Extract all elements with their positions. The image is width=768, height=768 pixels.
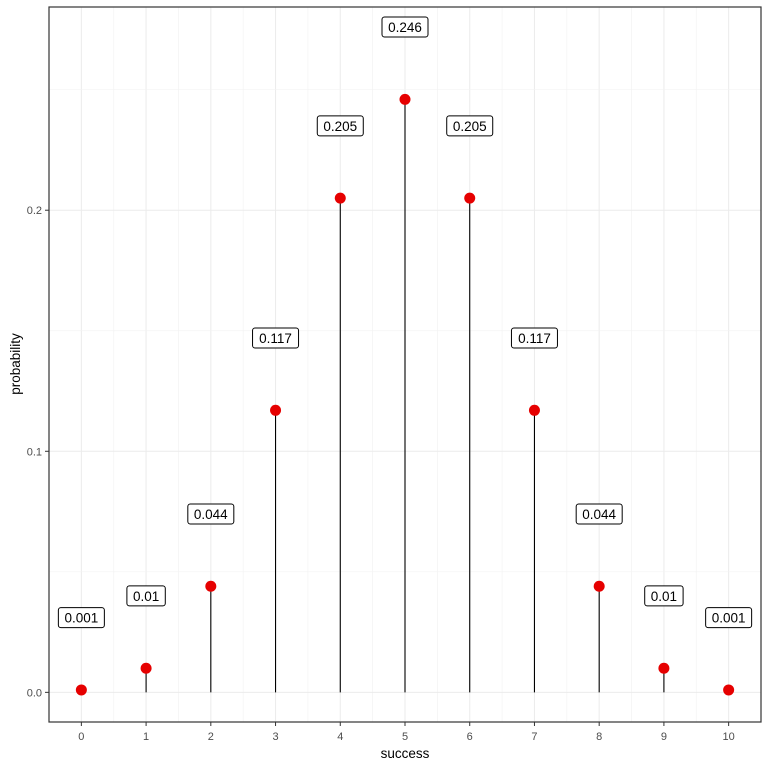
data-point — [399, 93, 411, 105]
svg-text:0.01: 0.01 — [133, 589, 159, 604]
data-point — [723, 684, 735, 696]
svg-text:0.044: 0.044 — [582, 507, 616, 522]
x-tick-label: 2 — [208, 731, 214, 743]
x-tick-label: 0 — [78, 731, 84, 743]
x-tick-label: 8 — [596, 731, 602, 743]
value-label: 0.001 — [57, 607, 105, 629]
value-label: 0.044 — [575, 503, 623, 525]
x-tick-label: 3 — [272, 731, 278, 743]
x-axis: 0 1 2 3 4 5 6 7 8 9 10 — [78, 722, 735, 743]
value-label: 0.01 — [126, 585, 166, 607]
svg-text:0.117: 0.117 — [518, 331, 551, 346]
x-tick-label: 4 — [337, 731, 343, 743]
value-label: 0.205 — [446, 115, 494, 137]
data-point — [270, 404, 282, 416]
data-point — [140, 662, 152, 674]
x-tick-label: 6 — [467, 731, 473, 743]
svg-text:0.246: 0.246 — [388, 20, 422, 35]
value-label: 0.044 — [187, 503, 235, 525]
svg-text:0.001: 0.001 — [712, 611, 746, 626]
y-axis: 0.0 0.1 0.2 — [27, 205, 49, 699]
value-labels: 0.001 0.01 0.044 0.117 0.205 0.246 0.205 0.117 0… — [57, 16, 753, 629]
data-point — [658, 662, 670, 674]
svg-text:0.205: 0.205 — [453, 119, 487, 134]
value-label: 0.205 — [316, 115, 364, 137]
svg-text:0.01: 0.01 — [651, 589, 677, 604]
value-label: 0.246 — [381, 16, 429, 38]
data-point — [528, 404, 540, 416]
data-points — [75, 93, 735, 696]
x-tick-label: 1 — [143, 731, 149, 743]
y-axis-title: probability — [8, 333, 23, 395]
y-tick-label: 0.1 — [27, 446, 42, 458]
svg-text:0.001: 0.001 — [64, 611, 98, 626]
stems — [80, 99, 730, 693]
x-tick-label: 9 — [661, 731, 667, 743]
value-label: 0.001 — [705, 607, 753, 629]
data-point — [205, 580, 217, 592]
svg-text:0.205: 0.205 — [323, 119, 357, 134]
x-tick-label: 5 — [402, 731, 408, 743]
y-tick-label: 0.0 — [27, 687, 42, 699]
data-point — [593, 580, 605, 592]
value-label: 0.117 — [510, 327, 558, 349]
svg-text:0.117: 0.117 — [259, 331, 292, 346]
x-tick-label: 10 — [723, 731, 735, 743]
x-tick-label: 7 — [531, 731, 537, 743]
y-tick-label: 0.2 — [27, 205, 42, 217]
x-axis-title: success — [381, 746, 430, 761]
data-point — [334, 192, 346, 204]
data-point — [75, 684, 87, 696]
svg-text:0.044: 0.044 — [194, 507, 228, 522]
value-label: 0.01 — [644, 585, 684, 607]
data-point — [464, 192, 476, 204]
value-label: 0.117 — [252, 327, 300, 349]
